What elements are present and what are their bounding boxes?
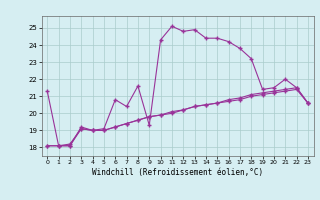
X-axis label: Windchill (Refroidissement éolien,°C): Windchill (Refroidissement éolien,°C) xyxy=(92,168,263,177)
